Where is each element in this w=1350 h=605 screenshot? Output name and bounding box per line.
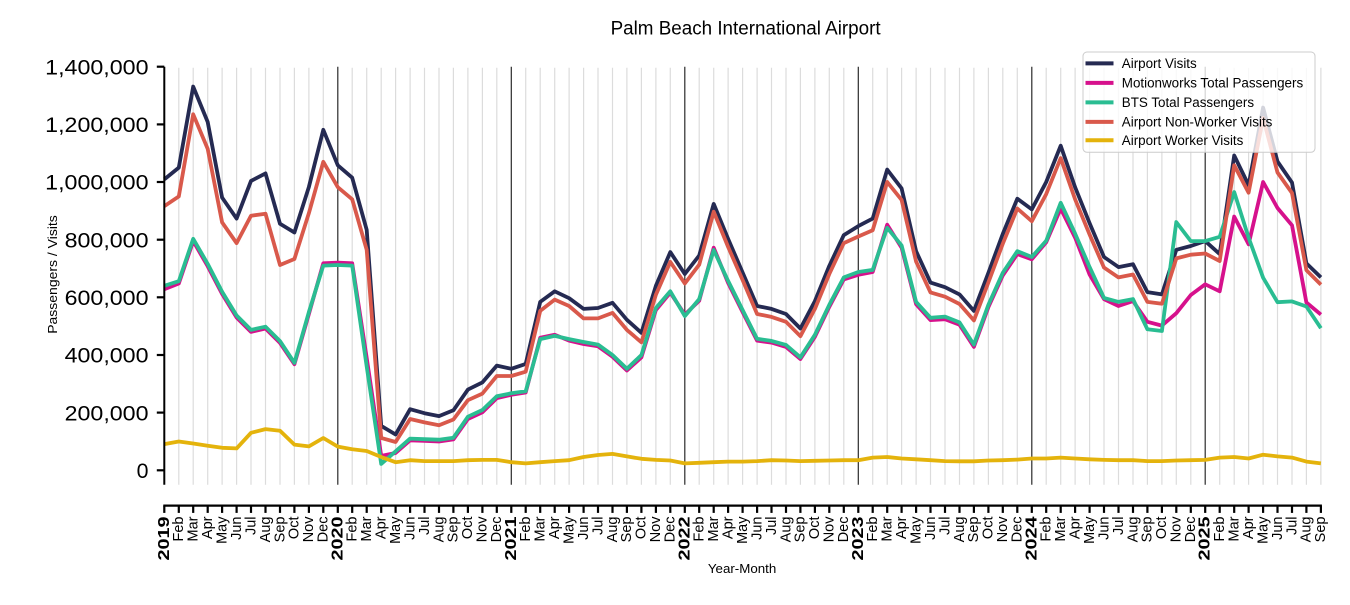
svg-text:Dec: Dec [1183, 517, 1199, 543]
svg-text:Sep: Sep [793, 517, 809, 543]
svg-text:Airport Worker Visits: Airport Worker Visits [1122, 133, 1244, 148]
svg-text:Jun: Jun [576, 517, 592, 540]
svg-text:BTS Total Passengers: BTS Total Passengers [1122, 95, 1255, 110]
svg-text:600,000: 600,000 [65, 286, 149, 310]
svg-text:Feb: Feb [345, 517, 361, 542]
svg-text:Mar: Mar [1053, 516, 1069, 541]
svg-text:May: May [1082, 516, 1098, 544]
svg-text:Palm Beach International Airpo: Palm Beach International Airport [611, 18, 882, 40]
svg-text:2021: 2021 [503, 516, 520, 560]
svg-text:0: 0 [137, 459, 149, 483]
svg-text:Airport Non-Worker Visits: Airport Non-Worker Visits [1122, 115, 1273, 130]
svg-text:Jul: Jul [764, 517, 780, 536]
svg-text:Jun: Jun [402, 517, 418, 540]
svg-text:Nov: Nov [822, 516, 838, 543]
svg-text:Mar: Mar [706, 516, 722, 541]
svg-text:Nov: Nov [1169, 516, 1185, 543]
svg-text:Apr: Apr [374, 516, 390, 539]
svg-text:Mar: Mar [359, 516, 375, 541]
svg-text:Aug: Aug [605, 517, 621, 543]
svg-text:Jul: Jul [590, 517, 606, 536]
svg-text:May: May [735, 516, 751, 544]
svg-text:Dec: Dec [836, 517, 852, 543]
svg-text:1,200,000: 1,200,000 [45, 113, 148, 137]
svg-text:Jun: Jun [1096, 517, 1112, 540]
svg-text:Sep: Sep [619, 517, 635, 543]
svg-text:Jul: Jul [1111, 517, 1127, 536]
svg-text:2024: 2024 [1023, 516, 1040, 560]
svg-text:Sep: Sep [1313, 517, 1329, 543]
svg-text:Mar: Mar [880, 516, 896, 541]
svg-text:Aug: Aug [431, 517, 447, 543]
svg-text:Motionworks Total Passengers: Motionworks Total Passengers [1122, 76, 1304, 91]
svg-text:Sep: Sep [446, 517, 462, 543]
svg-text:Apr: Apr [894, 516, 910, 539]
svg-text:Apr: Apr [720, 516, 736, 539]
svg-text:Sep: Sep [272, 517, 288, 543]
svg-text:Dec: Dec [663, 517, 679, 543]
svg-text:Nov: Nov [648, 516, 664, 543]
svg-text:Feb: Feb [171, 517, 187, 542]
svg-text:Nov: Nov [995, 516, 1011, 543]
svg-text:Feb: Feb [518, 517, 534, 542]
svg-text:Nov: Nov [475, 516, 491, 543]
svg-text:Dec: Dec [316, 517, 332, 543]
svg-text:Oct: Oct [981, 517, 997, 540]
svg-text:Mar: Mar [1227, 516, 1243, 541]
svg-text:Jul: Jul [1284, 517, 1300, 536]
svg-text:2019: 2019 [156, 516, 173, 560]
svg-text:May: May [908, 516, 924, 544]
svg-text:Jun: Jun [229, 517, 245, 540]
svg-text:400,000: 400,000 [65, 344, 149, 368]
svg-text:Jul: Jul [937, 517, 953, 536]
svg-text:Year-Month: Year-Month [708, 562, 776, 576]
svg-text:2023: 2023 [850, 516, 867, 560]
svg-text:Aug: Aug [1299, 517, 1315, 543]
svg-text:Oct: Oct [1154, 517, 1170, 540]
svg-text:1,000,000: 1,000,000 [45, 171, 148, 195]
svg-text:Jul: Jul [243, 517, 259, 536]
svg-text:Oct: Oct [287, 517, 303, 540]
svg-text:Apr: Apr [1241, 516, 1257, 539]
svg-text:Mar: Mar [533, 516, 549, 541]
svg-text:Jun: Jun [923, 517, 939, 540]
svg-text:Aug: Aug [258, 517, 274, 543]
svg-text:Oct: Oct [807, 517, 823, 540]
svg-text:Passengers / Visits: Passengers / Visits [45, 215, 60, 334]
svg-text:Mar: Mar [186, 516, 202, 541]
svg-text:Apr: Apr [547, 516, 563, 539]
svg-text:Jun: Jun [749, 517, 765, 540]
svg-text:2020: 2020 [329, 516, 346, 560]
svg-text:Aug: Aug [778, 517, 794, 543]
svg-text:200,000: 200,000 [65, 401, 149, 425]
svg-text:May: May [214, 516, 230, 544]
svg-text:May: May [1255, 516, 1271, 544]
svg-text:2022: 2022 [676, 516, 693, 560]
svg-text:1,400,000: 1,400,000 [45, 55, 148, 79]
svg-text:Jun: Jun [1270, 517, 1286, 540]
svg-text:Aug: Aug [952, 517, 968, 543]
svg-text:800,000: 800,000 [65, 228, 149, 252]
svg-text:Feb: Feb [1212, 517, 1228, 542]
svg-text:Aug: Aug [1125, 517, 1141, 543]
svg-text:Feb: Feb [1039, 517, 1055, 542]
svg-text:2025: 2025 [1197, 516, 1214, 560]
svg-text:Sep: Sep [966, 517, 982, 543]
svg-text:Oct: Oct [634, 517, 650, 540]
svg-text:Airport Visits: Airport Visits [1122, 56, 1197, 71]
svg-text:Feb: Feb [692, 517, 708, 542]
svg-text:May: May [561, 516, 577, 544]
svg-text:Dec: Dec [1010, 517, 1026, 543]
svg-text:Feb: Feb [865, 517, 881, 542]
svg-text:Jul: Jul [417, 517, 433, 536]
svg-text:Sep: Sep [1140, 517, 1156, 543]
svg-text:Oct: Oct [460, 517, 476, 540]
svg-text:Apr: Apr [1067, 516, 1083, 539]
svg-text:May: May [388, 516, 404, 544]
svg-text:Dec: Dec [489, 517, 505, 543]
svg-text:Nov: Nov [301, 516, 317, 543]
svg-text:Apr: Apr [200, 516, 216, 539]
